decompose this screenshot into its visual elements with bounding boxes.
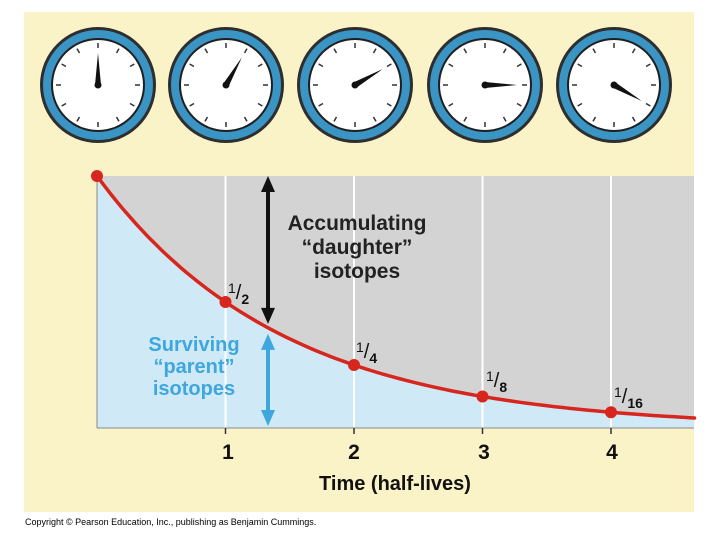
parent-label-line-3: isotopes — [152, 378, 236, 400]
arrow-head-down — [261, 307, 275, 324]
clock-tick — [592, 116, 597, 122]
clock-row — [40, 27, 672, 143]
clock-center — [481, 81, 489, 89]
clock-hand — [612, 82, 642, 101]
parent-label-line-2: “parent” — [153, 356, 235, 378]
copyright-footer: Copyright © Pearson Education, Inc., pub… — [25, 517, 317, 527]
clock-tick — [318, 102, 324, 107]
clock-tick — [243, 116, 248, 122]
parent-label-line-1: Surviving — [148, 334, 240, 356]
clock-tick — [189, 102, 195, 107]
clock-tick — [386, 63, 392, 68]
x-axis-label: Time (half-lives) — [319, 473, 471, 495]
clock-tick — [333, 48, 338, 54]
clock-tick — [204, 116, 209, 122]
clock-tick — [516, 102, 522, 107]
daughter-label-line-3: isotopes — [313, 260, 401, 283]
clock-tick — [386, 102, 392, 107]
clock-tick — [448, 63, 454, 68]
fraction-label-half: 1/2 — [228, 280, 250, 307]
daughter-arrow — [261, 176, 275, 324]
data-point — [348, 359, 360, 371]
clock-tick — [318, 63, 324, 68]
clock-tick — [129, 102, 135, 107]
fraction-label-sixteenth: 1/16 — [614, 384, 643, 411]
clock-tick — [115, 48, 120, 54]
clock-face — [40, 27, 156, 143]
parent-region — [97, 176, 695, 428]
clock-tick — [502, 48, 507, 54]
clock-tick — [577, 63, 583, 68]
clock-tick — [448, 102, 454, 107]
clock-center — [351, 81, 359, 89]
parent-arrow — [261, 333, 275, 426]
clock-tick — [463, 116, 468, 122]
clock-tick — [129, 63, 135, 68]
decay-curve-series — [95, 174, 697, 420]
clock-hand — [485, 82, 517, 88]
daughter-isotopes-label: Accumulating “daughter” isotopes — [262, 212, 452, 284]
clock-tick — [76, 48, 81, 54]
clock-tick — [115, 116, 120, 122]
clock-tick — [257, 63, 263, 68]
clock-tick — [463, 48, 468, 54]
clock-hand — [353, 69, 383, 88]
clock-tick — [243, 48, 248, 54]
arrow-head-down — [261, 410, 275, 426]
x-tick-label-1: 1 — [222, 441, 234, 464]
clock-face — [556, 27, 672, 143]
clock-tick — [631, 48, 636, 54]
clock-tick — [502, 116, 507, 122]
x-tick-label-4: 4 — [606, 441, 618, 464]
data-point — [219, 296, 232, 308]
data-point — [476, 390, 489, 403]
x-tick-label-2: 2 — [348, 441, 360, 464]
fraction-label-eighth: 1/8 — [486, 368, 508, 395]
clock-hand — [223, 57, 242, 87]
clock-hand — [95, 53, 101, 85]
arrow-head-up — [261, 176, 275, 192]
clock-center — [610, 81, 618, 89]
data-point — [91, 170, 103, 182]
clock-tick — [372, 48, 377, 54]
x-tick-label-3: 3 — [478, 441, 490, 464]
clock-tick — [333, 116, 338, 122]
clock-tick — [645, 63, 651, 68]
clock-tick — [645, 102, 651, 107]
daughter-label-line-1: Accumulating — [287, 212, 427, 235]
clock-face — [297, 27, 413, 143]
clock-face — [427, 27, 543, 143]
fraction-label-quarter: 1/4 — [356, 339, 378, 366]
clock-tick — [372, 116, 377, 122]
clock-tick — [61, 102, 67, 107]
clock-tick — [577, 102, 583, 107]
arrow-head-up — [261, 333, 275, 350]
clock-center — [222, 81, 230, 89]
clock-tick — [631, 116, 636, 122]
clock-tick — [516, 63, 522, 68]
clock-tick — [189, 63, 195, 68]
clock-center — [94, 81, 102, 89]
parent-isotopes-label: Surviving “parent” isotopes — [104, 334, 284, 400]
clock-tick — [61, 63, 67, 68]
clock-face — [168, 27, 284, 143]
clock-tick — [76, 116, 81, 122]
data-point — [605, 406, 617, 419]
clock-tick — [204, 48, 209, 54]
daughter-label-line-2: “daughter” — [301, 236, 413, 259]
clock-tick — [592, 48, 597, 54]
clock-tick — [257, 102, 263, 107]
